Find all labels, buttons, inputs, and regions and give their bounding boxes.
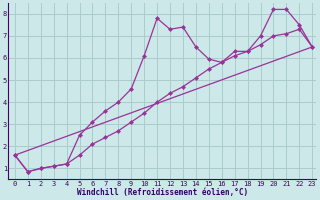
X-axis label: Windchill (Refroidissement éolien,°C): Windchill (Refroidissement éolien,°C) [77,188,248,197]
